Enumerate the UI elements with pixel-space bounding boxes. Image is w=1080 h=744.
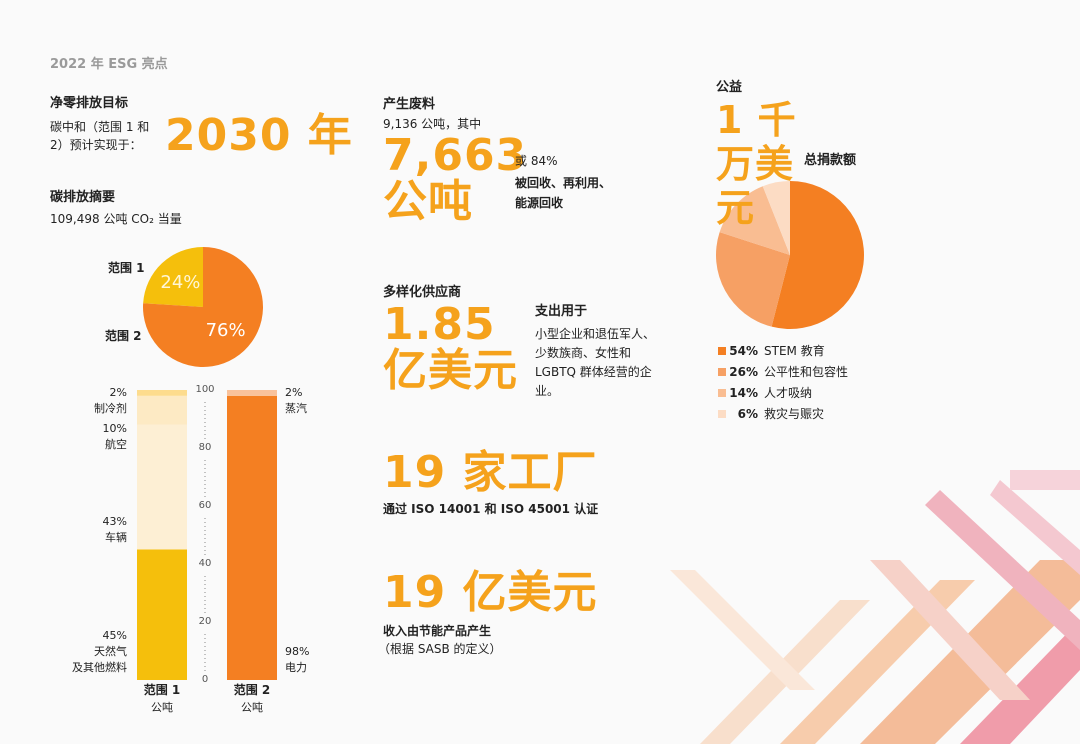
y-tick-label: 40 [198, 558, 212, 569]
segment-label: 2% 蒸汽 [285, 385, 365, 417]
bar-segment [137, 549, 187, 680]
x-unit-label: 公吨 [241, 701, 263, 714]
subtitle: 9,136 公吨，其中 [383, 117, 482, 131]
lead: 支出用于 [535, 304, 588, 319]
segment-label: 2% 制冷剂 [47, 385, 127, 417]
text: 被回收、再利用、能源回收 [515, 176, 612, 210]
legend-label: 公平性和包容性 [764, 365, 849, 379]
highlight: 19 亿美元 [383, 567, 598, 618]
note: （根据 SASB 的定义） [378, 642, 502, 656]
y-tick-label: 60 [198, 500, 212, 511]
legend-value: 54% [729, 344, 758, 358]
x-category-label: 范围 2 [233, 683, 271, 697]
y-tick-label: 80 [198, 442, 212, 453]
segment-name: 及其他燃料 [72, 661, 127, 674]
bar-segment [137, 390, 187, 396]
legend-swatch [718, 410, 726, 418]
legend-value: 26% [729, 365, 758, 379]
y-tick-label: 0 [201, 674, 209, 685]
pie-value-label: 24% [160, 272, 200, 293]
x-category-label: 范围 1 [143, 683, 181, 697]
segment-value-label: 45% [102, 629, 127, 642]
segment-value-label: 2% [285, 386, 303, 399]
stripe [870, 560, 1030, 700]
bar-segment [137, 424, 187, 550]
segment-value-label: 2% [109, 386, 127, 399]
y-tick-label: 20 [198, 616, 212, 627]
share: 或 84% [515, 154, 558, 168]
stripe [990, 480, 1080, 575]
page-title: 2022 年 ESG 亮点 [50, 57, 168, 72]
legend-swatch [718, 368, 726, 376]
text: 碳中和（范围 1 和 2）预计实现于： [50, 120, 150, 152]
segment-name: 电力 [285, 661, 307, 674]
section-title: 产生废料 [383, 97, 436, 112]
legend-swatch [718, 389, 726, 397]
legend-value: 14% [729, 386, 758, 400]
segment-label: 10% 航空 [47, 421, 127, 453]
segment-name: 航空 [105, 438, 127, 451]
pie-slice [762, 181, 790, 255]
subtitle: 109,498 公吨 CO₂ 当量 [50, 212, 182, 226]
bar-segment [227, 395, 277, 680]
segment-name: 蒸汽 [285, 402, 307, 415]
highlight: 1.85 亿美元 [383, 299, 518, 396]
bar-segment [137, 395, 187, 425]
pie-slice [143, 247, 203, 307]
segment-value-label: 98% [285, 645, 310, 658]
segment-name: 制冷剂 [94, 402, 127, 415]
section-title: 公益 [716, 80, 743, 95]
pie-slice [719, 186, 790, 255]
pie-slice [716, 232, 790, 327]
highlight: 2030 年 [165, 110, 353, 161]
highlight: 1 千万美元 [716, 98, 797, 230]
pie-slice [771, 181, 865, 329]
bar-segment [227, 390, 277, 396]
stripe [780, 580, 975, 744]
pie-slice [142, 247, 263, 367]
highlight: 19 家工厂 [383, 447, 598, 498]
highlight: 7,663 公吨 [383, 130, 528, 227]
stripe [925, 490, 1080, 650]
stripe [1010, 470, 1080, 490]
stripe [670, 570, 815, 690]
legend-value: 6% [737, 407, 758, 421]
segment-value-label: 43% [102, 514, 127, 528]
segment-label: 98% 电力 [285, 644, 365, 676]
segment-name: 车辆 [105, 530, 127, 544]
legend-label: 人才吸纳 [764, 386, 813, 400]
segment-label: 45% 天然气及其他燃料 [47, 628, 127, 676]
section-title: 多样化供应商 [383, 285, 462, 300]
pie-category-label: 范围 1 [108, 261, 145, 275]
segment-value-label: 10% [102, 422, 127, 435]
legend-label: 救灾与赈灾 [764, 407, 825, 421]
x-unit-label: 公吨 [151, 701, 173, 714]
section-title: 净零排放目标 [50, 96, 129, 111]
stripe [960, 620, 1080, 744]
legend-swatch [718, 347, 726, 355]
pie-value-label: 76% [206, 320, 246, 341]
lead: 总捐款额 [804, 153, 857, 168]
segment-label: 43% 车辆 [47, 514, 127, 546]
y-tick-label: 100 [195, 384, 215, 395]
text: 收入由节能产品产生 [383, 624, 492, 638]
text: 通过 ISO 14001 和 ISO 45001 认证 [383, 502, 599, 516]
legend-label: STEM 教育 [764, 344, 825, 358]
text: 小型企业和退伍军人、少数族商、女性和 LGBTQ 群体经营的企业。 [535, 327, 656, 398]
segment-name: 天然气 [94, 645, 127, 658]
section-title: 碳排放摘要 [50, 190, 116, 205]
pie-category-label: 范围 2 [105, 329, 142, 343]
